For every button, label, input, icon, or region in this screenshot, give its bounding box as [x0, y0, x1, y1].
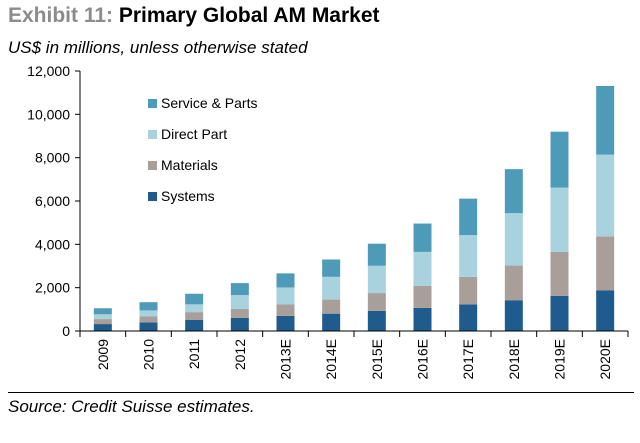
bar-direct-part	[459, 235, 478, 277]
x-tick-label: 2013E	[278, 339, 294, 379]
bar-service-parts	[550, 131, 569, 188]
bar-service-parts	[504, 169, 523, 214]
bar-systems	[230, 318, 249, 331]
y-tick-label: 12,000	[27, 63, 70, 79]
y-tick-label: 2,000	[35, 280, 70, 296]
bar-materials	[596, 236, 615, 291]
bar-service-parts	[185, 293, 204, 305]
chart-title: Primary Global AM Market	[118, 4, 380, 27]
legend-label: Direct Part	[161, 126, 227, 142]
x-tick-label: 2015E	[369, 339, 385, 379]
footer-divider	[8, 392, 634, 393]
bar-systems	[93, 324, 112, 331]
x-tick-label: 2014E	[323, 339, 339, 379]
bar-systems	[459, 304, 478, 331]
bar-materials	[367, 293, 386, 311]
bar-materials	[185, 312, 204, 320]
bar-systems	[504, 300, 523, 331]
bar-service-parts	[230, 283, 249, 296]
legend-label: Systems	[161, 188, 215, 204]
source-note: Source: Credit Suisse estimates.	[8, 397, 255, 416]
legend-swatch	[148, 130, 157, 139]
bar-service-parts	[367, 243, 386, 266]
bar-systems	[276, 315, 295, 331]
bar-systems	[185, 319, 204, 331]
exhibit-number: Exhibit 11:	[8, 4, 114, 27]
y-tick-label: 8,000	[35, 150, 70, 166]
bar-materials	[322, 299, 341, 314]
bar-systems	[413, 307, 432, 331]
bar-direct-part	[93, 314, 112, 320]
bar-materials	[276, 304, 295, 316]
bar-direct-part	[185, 304, 204, 313]
chart-subtitle: US$ in millions, unless otherwise stated	[8, 38, 308, 57]
bar-materials	[139, 316, 158, 323]
legend-swatch	[148, 192, 157, 201]
bar-service-parts	[93, 308, 112, 315]
bar-service-parts	[322, 259, 341, 277]
bar-direct-part	[139, 310, 158, 317]
bar-materials	[504, 265, 523, 301]
bar-systems	[139, 322, 158, 331]
bar-direct-part	[413, 251, 432, 286]
bar-direct-part	[276, 287, 295, 305]
bar-materials	[230, 308, 249, 318]
bar-materials	[550, 251, 569, 296]
bar-service-parts	[139, 302, 158, 311]
bar-systems	[550, 295, 569, 331]
x-tick-label: 2017E	[460, 339, 476, 379]
x-tick-label: 2012	[232, 339, 248, 370]
legend-swatch	[148, 99, 157, 108]
bar-service-parts	[413, 223, 432, 252]
x-tick-label: 2018E	[506, 339, 522, 379]
x-tick-label: 2009	[95, 339, 111, 370]
exhibit-title: Exhibit 11: Primary Global AM Market	[8, 4, 380, 28]
bar-service-parts	[596, 85, 615, 155]
y-tick-label: 0	[62, 323, 70, 339]
y-tick-label: 10,000	[27, 106, 70, 122]
bar-systems	[596, 290, 615, 331]
x-tick-label: 2019E	[552, 339, 568, 379]
y-tick-label: 6,000	[35, 193, 70, 209]
bar-materials	[413, 285, 432, 308]
bar-materials	[459, 276, 478, 305]
legend-swatch	[148, 161, 157, 170]
bar-materials	[93, 319, 112, 325]
bar-direct-part	[322, 276, 341, 300]
bar-systems	[367, 310, 386, 331]
bar-systems	[322, 313, 341, 331]
bar-service-parts	[276, 273, 295, 288]
x-tick-label: 2016E	[415, 339, 431, 379]
bar-direct-part	[367, 265, 386, 294]
bar-direct-part	[504, 213, 523, 266]
bar-direct-part	[550, 187, 569, 252]
bar-direct-part	[230, 295, 249, 309]
legend-label: Service & Parts	[161, 95, 257, 111]
bar-service-parts	[459, 198, 478, 236]
x-tick-label: 2010	[141, 339, 157, 370]
legend-label: Materials	[161, 157, 218, 173]
x-tick-label: 2020E	[597, 339, 613, 379]
bar-direct-part	[596, 154, 615, 237]
y-tick-label: 4,000	[35, 236, 70, 252]
x-tick-label: 2011	[186, 339, 202, 369]
